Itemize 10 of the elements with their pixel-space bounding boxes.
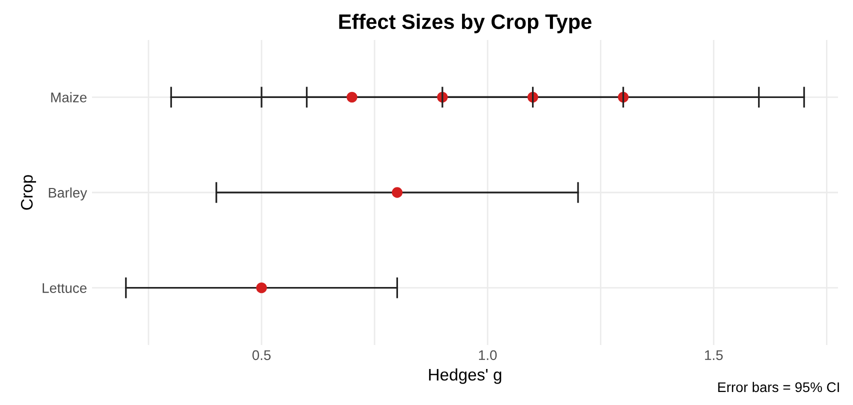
y-tick-label: Maize (51, 92, 87, 102)
x-tick-label: 1.5 (705, 350, 723, 360)
text: Error bars = 95% CI (718, 382, 839, 392)
x-tick-label: 1.0 (479, 350, 497, 360)
y-tick-label: Barley (48, 187, 88, 200)
x-tick-label: 0.5 (252, 350, 271, 360)
y-axis-title: Crop (20, 175, 36, 210)
y-tick-label: Lettuce (42, 283, 87, 293)
x-axis-title: Hedges' g (429, 368, 502, 384)
chart-title: Effect Sizes by Crop Type (339, 14, 592, 34)
